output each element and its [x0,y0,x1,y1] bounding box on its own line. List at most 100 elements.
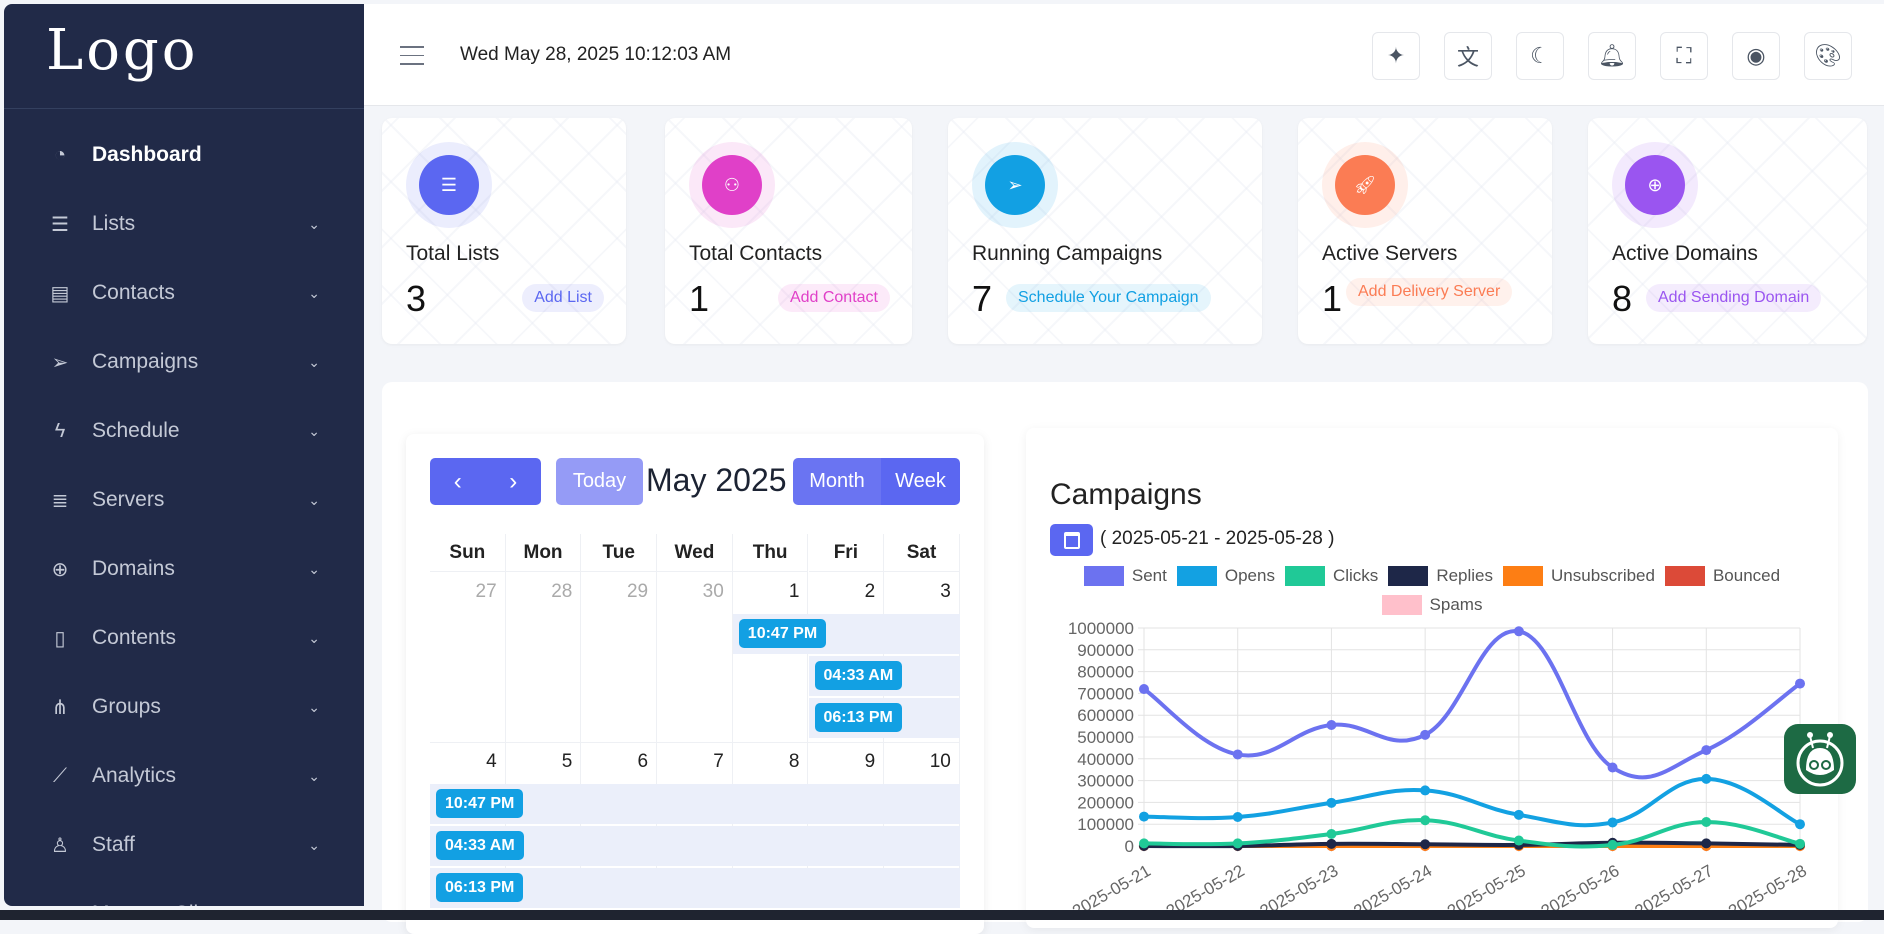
date-range-button[interactable] [1050,524,1093,556]
palette-button[interactable]: 🎨︎ [1804,32,1852,80]
sidebar-item-contents[interactable]: ▯ Contents ⌄ [4,618,364,658]
legend-label: Spams [1429,595,1483,614]
stat-action-link[interactable]: Add Sending Domain [1646,284,1822,312]
sidebar-item-contacts[interactable]: ▤ Contacts ⌄ [4,273,364,313]
sidebar-item-manage-clients[interactable]: ♙ Manage Clients [4,894,364,906]
data-point-sent[interactable] [1232,749,1243,760]
legend-item[interactable]: Bounced [1664,566,1780,586]
calendar-event[interactable]: 10:47 PM [738,619,827,648]
next-month-button[interactable]: › [509,467,518,495]
legend-label: Opens [1224,566,1275,585]
sidebar-item-label: Staff [92,833,135,856]
stat-icon-ring: ⚇ [689,142,775,228]
data-point-opens[interactable] [1420,785,1431,796]
data-point-sent[interactable] [1326,720,1337,731]
data-point-sent[interactable] [1420,729,1431,740]
calendar-event[interactable]: 10:47 PM [436,789,524,818]
data-point-sent[interactable] [1139,684,1149,695]
legend-item[interactable]: Spams [1381,595,1483,615]
chevron-down-icon[interactable]: ⌄ [308,767,320,784]
user-circle-button[interactable]: ◉ [1732,32,1780,80]
stat-action-link[interactable]: Add Contact [777,284,890,312]
calendar-day[interactable]: 28 [506,572,582,742]
legend-item[interactable]: Sent [1083,566,1167,586]
sidebar-item-staff[interactable]: ♙ Staff ⌄ [4,825,364,865]
sidebar-item-analytics[interactable]: ⟋ Analytics ⌄ [4,756,364,796]
data-point-opens[interactable] [1139,811,1149,822]
logo[interactable]: Logo [4,4,364,109]
stat-action-link[interactable]: Add List [522,284,604,312]
data-point-sent[interactable] [1513,626,1524,637]
y-tick-label: 1000000 [1068,619,1134,638]
sparkles-button[interactable]: ✦ [1372,32,1420,80]
sidebar-item-groups[interactable]: ⋔ Groups ⌄ [4,687,364,727]
sidebar-item-domains[interactable]: ⊕ Domains ⌄ [4,549,364,589]
data-point-replies[interactable] [1326,838,1337,849]
data-point-clicks[interactable] [1232,838,1243,849]
chevron-down-icon[interactable]: ⌄ [308,836,320,853]
data-point-clicks[interactable] [1795,838,1805,849]
data-point-opens[interactable] [1513,809,1524,820]
legend-item[interactable]: Clicks [1284,566,1378,586]
calendar-card: ‹ › Today May 2025 Month Week Sun Mon Tue W… [406,434,984,934]
chevron-down-icon[interactable]: ⌄ [308,215,320,232]
data-point-replies[interactable] [1420,839,1431,850]
data-point-clicks[interactable] [1420,815,1431,826]
data-point-opens[interactable] [1795,819,1805,830]
chevron-down-icon[interactable]: ⌄ [308,491,320,508]
chevron-down-icon[interactable]: ⌄ [308,422,320,439]
bell-button[interactable]: 🔔︎ [1588,32,1636,80]
chevron-down-icon[interactable]: ⌄ [308,560,320,577]
week-view-button[interactable]: Week [881,458,960,505]
stat-title: Active Domains [1612,242,1758,265]
y-tick-label: 500000 [1077,728,1134,747]
sidebar-item-label: Campaigns [92,350,199,373]
chevron-down-icon[interactable]: ⌄ [308,698,320,715]
calendar-event[interactable]: 04:33 AM [436,831,524,860]
calendar-day[interactable]: 29 [581,572,658,742]
sidebar-item-schedule[interactable]: ϟ Schedule ⌄ [4,411,364,451]
sidebar-item-servers[interactable]: ≣ Servers ⌄ [4,480,364,520]
chevron-down-icon[interactable]: ⌄ [308,629,320,646]
legend-item[interactable]: Unsubscribed [1503,566,1655,586]
sidebar-item-dashboard[interactable]: ◔ Dashboard [4,135,364,175]
sidebar-item-label: Lists [92,212,136,235]
legend-item[interactable]: Opens [1176,566,1275,586]
month-view-button[interactable]: Month [793,458,881,505]
calendar-day[interactable]: 27 [430,572,506,742]
data-point-sent[interactable] [1795,678,1805,689]
data-point-clicks[interactable] [1513,835,1524,846]
sidebar-item-lists[interactable]: ☰ Lists ⌄ [4,204,364,244]
moon-button[interactable]: ☾ [1516,32,1564,80]
chevron-down-icon[interactable]: ⌄ [308,284,320,301]
data-point-clicks[interactable] [1701,817,1712,828]
data-point-replies[interactable] [1701,838,1712,849]
data-point-opens[interactable] [1607,817,1618,828]
legend-label: Replies [1436,566,1494,585]
calendar-event[interactable]: 06:13 PM [436,873,524,902]
legend-item[interactable]: Replies [1388,566,1493,586]
data-point-clicks[interactable] [1326,829,1337,840]
data-point-sent[interactable] [1701,745,1712,756]
stat-action-link[interactable]: Schedule Your Campaign [1006,284,1211,312]
fullscreen-button[interactable]: ⛶ [1660,32,1708,80]
data-point-clicks[interactable] [1607,839,1618,850]
stat-action-link[interactable]: Add Delivery Server [1346,278,1513,306]
sidebar-item-campaigns[interactable]: ➢ Campaigns ⌄ [4,342,364,382]
campaigns-card: 1000000 900000 800000 700000 600000 500000 400… [1026,428,1838,928]
calendar-day[interactable]: 30 [657,572,733,742]
chatbot-button[interactable] [1784,724,1856,794]
translate-button[interactable]: 文 [1444,32,1492,80]
data-point-clicks[interactable] [1139,838,1149,849]
calendar-day[interactable]: 1 [733,572,809,742]
calendar-event[interactable]: 06:13 PM [814,703,902,732]
data-point-opens[interactable] [1232,812,1243,823]
calendar-event[interactable]: 04:33 AM [814,661,903,690]
data-point-opens[interactable] [1701,773,1712,784]
data-point-sent[interactable] [1607,762,1618,773]
today-button[interactable]: Today [556,458,643,505]
data-point-opens[interactable] [1326,797,1337,808]
prev-month-button[interactable]: ‹ [453,467,462,495]
hamburger-menu-icon[interactable] [400,46,424,66]
chevron-down-icon[interactable]: ⌄ [308,353,320,370]
